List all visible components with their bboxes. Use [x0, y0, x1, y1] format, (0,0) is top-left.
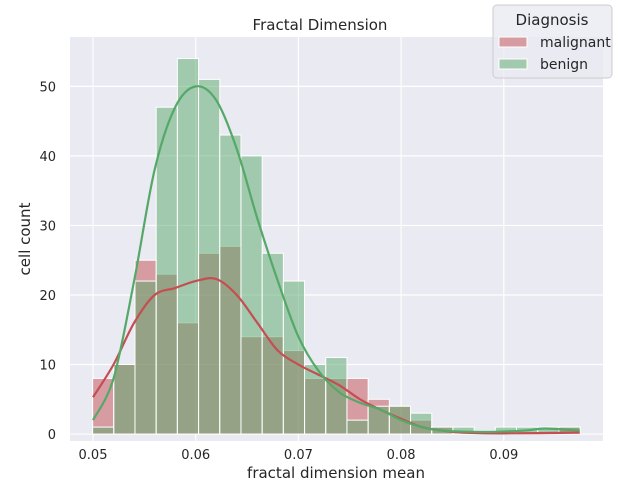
- x-tick-label: 0.06: [181, 448, 210, 463]
- legend-label-malignant: malignant: [540, 35, 611, 51]
- y-tick-label: 0: [48, 428, 56, 443]
- legend-swatch-malignant: [498, 36, 528, 48]
- y-tick-label: 40: [39, 150, 56, 165]
- legend-swatch-benign: [498, 58, 528, 70]
- legend-label-benign: benign: [540, 57, 588, 73]
- x-tick-label: 0.09: [489, 448, 518, 463]
- bar-benign: [176, 58, 200, 435]
- legend: Diagnosis malignant benign: [492, 4, 613, 79]
- x-tick-label: 0.07: [284, 448, 313, 463]
- chart-title: Fractal Dimension: [253, 16, 388, 34]
- bar-benign: [113, 364, 136, 435]
- bar-benign: [155, 106, 178, 435]
- legend-title: Diagnosis: [516, 11, 589, 29]
- y-tick-label: 10: [39, 359, 56, 374]
- bar-benign: [282, 280, 306, 435]
- y-tick-label: 50: [39, 80, 56, 95]
- bar-benign: [219, 134, 242, 435]
- y-axis-label: cell count: [16, 202, 34, 275]
- bar-benign: [92, 426, 115, 435]
- kde-line-benign: [92, 85, 580, 434]
- y-tick-label: 20: [39, 289, 56, 304]
- bar-benign: [367, 405, 390, 435]
- x-tick-label: 0.08: [387, 448, 416, 463]
- bar-benign: [198, 78, 221, 435]
- x-axis-label: fractal dimension mean: [247, 464, 425, 482]
- x-tick-label: 0.05: [79, 448, 108, 463]
- bar-benign: [346, 419, 369, 435]
- y-tick-label: 30: [39, 219, 56, 234]
